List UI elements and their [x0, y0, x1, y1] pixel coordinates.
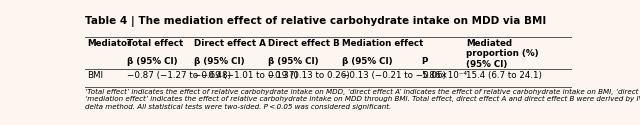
Text: β (95% CI): β (95% CI)	[268, 57, 319, 66]
Text: Mediated
proportion (%)
(95% CI): Mediated proportion (%) (95% CI)	[467, 39, 539, 69]
Text: P: P	[422, 57, 428, 66]
Text: β (95% CI): β (95% CI)	[342, 57, 393, 66]
Text: −0.69 (−1.01 to −0.37): −0.69 (−1.01 to −0.37)	[193, 71, 298, 80]
Text: Total effect: Total effect	[127, 39, 183, 48]
Text: 15.4 (6.7 to 24.1): 15.4 (6.7 to 24.1)	[467, 71, 542, 80]
Text: −0.13 (−0.21 to −0.06): −0.13 (−0.21 to −0.06)	[342, 71, 446, 80]
Text: Direct effect B: Direct effect B	[268, 39, 340, 48]
Text: β (95% CI): β (95% CI)	[193, 57, 244, 66]
Text: BMI: BMI	[87, 71, 103, 80]
Text: Table 4 | The mediation effect of relative carbohydrate intake on MDD via BMI: Table 4 | The mediation effect of relati…	[85, 16, 546, 28]
Text: −0.87 (−1.27 to −0.48): −0.87 (−1.27 to −0.48)	[127, 71, 231, 80]
Text: 5.86×10⁻⁴: 5.86×10⁻⁴	[422, 71, 468, 80]
Text: 0.19 (0.13 to 0.26): 0.19 (0.13 to 0.26)	[268, 71, 349, 80]
Text: ‘Total effect’ indicates the effect of relative carbohydrate intake on MDD, ‘dir: ‘Total effect’ indicates the effect of r…	[85, 89, 640, 110]
Text: Mediation effect: Mediation effect	[342, 39, 424, 48]
Text: Mediator: Mediator	[87, 39, 131, 48]
Text: Direct effect A: Direct effect A	[193, 39, 266, 48]
Text: β (95% CI): β (95% CI)	[127, 57, 177, 66]
